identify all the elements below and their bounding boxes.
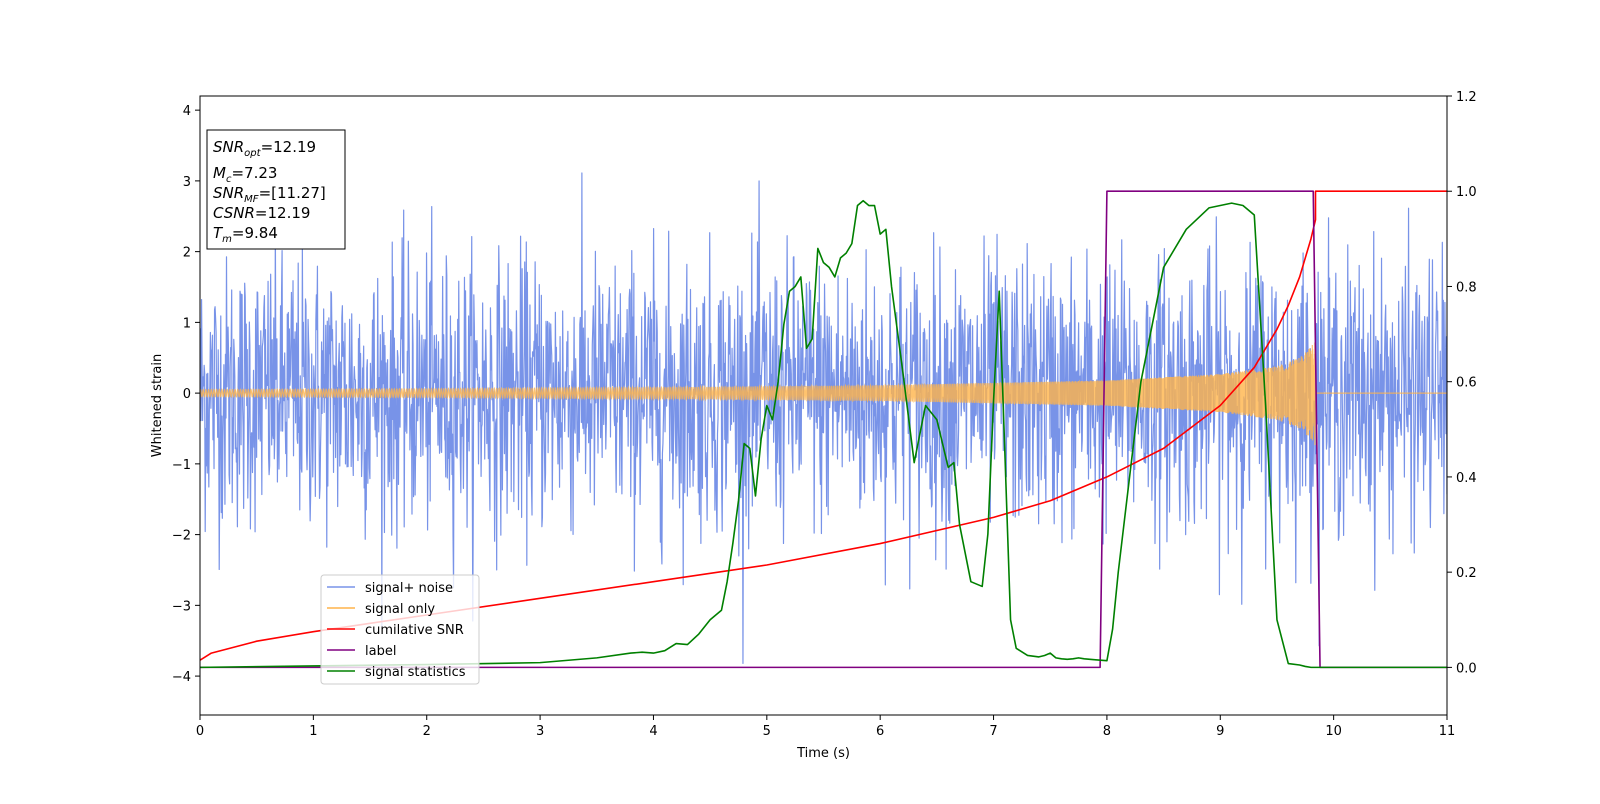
x-tick-label: 9	[1216, 724, 1224, 739]
info-snr-opt: SNRopt=12.19	[213, 138, 316, 159]
legend-frame	[320, 574, 480, 685]
x-tick-label: 10	[1325, 724, 1342, 739]
info-mc-value: =7.23	[231, 164, 277, 182]
legend: signal+ noise signal only cumilative SNR…	[320, 574, 480, 685]
info-snr-opt-value: =12.19	[261, 138, 317, 156]
legend-label-label: label	[365, 644, 396, 659]
info-mc-sub: c	[226, 174, 232, 185]
y2-tick-label: 0.6	[1456, 376, 1477, 391]
y-tick-label: −4	[172, 670, 191, 685]
info-tm-sym: T	[213, 224, 224, 242]
info-box-frame	[206, 129, 346, 250]
x-tick-label: 2	[423, 724, 431, 739]
x-tick-label: 4	[649, 724, 657, 739]
info-mc-sym: M	[213, 164, 226, 182]
info-tm-sub: m	[222, 234, 232, 245]
x-tick-label: 5	[763, 724, 771, 739]
info-snr-opt-sub: opt	[244, 148, 261, 159]
x-tick-label: 0	[196, 724, 204, 739]
y-axis-left: −4 −3 −2 −1 0 1 2 3 4	[172, 104, 200, 685]
y-tick-label: 2	[183, 246, 191, 261]
x-tick-label: 8	[1103, 724, 1111, 739]
y2-tick-label: 1.0	[1456, 185, 1477, 200]
legend-label-cumulative-snr: cumilative SNR	[365, 623, 464, 638]
info-csnr-value: =12.19	[255, 204, 311, 222]
y-tick-label: −3	[172, 599, 191, 614]
x-tick-label: 6	[876, 724, 884, 739]
x-tick-label: 11	[1439, 724, 1456, 739]
y-tick-label: 4	[183, 104, 191, 119]
info-box: SNRopt=12.19 Mc=7.23 SNRMF=[11.27] CSNR=…	[206, 129, 346, 250]
x-tick-label: 3	[536, 724, 544, 739]
info-snr-mf-sub: MF	[244, 194, 259, 205]
y-axis-right: 0.0 0.2 0.4 0.6 0.8 1.0 1.2	[1447, 90, 1477, 676]
info-snr-mf: SNRMF=[11.27]	[213, 184, 326, 205]
info-snr-opt-sym: SNR	[213, 138, 244, 156]
info-mc: Mc=7.23	[213, 164, 277, 185]
x-axis-label: Time (s)	[796, 746, 850, 761]
series-signal-statistics	[200, 199, 1447, 669]
legend-label-signal-statistics: signal statistics	[365, 665, 466, 680]
y-tick-label: 3	[183, 175, 191, 190]
y2-tick-label: 0.2	[1456, 566, 1477, 581]
info-csnr-sym: CSNR	[213, 204, 255, 222]
y-tick-label: −1	[172, 458, 191, 473]
plot-frame	[199, 95, 1448, 716]
y2-tick-label: 0.4	[1456, 471, 1477, 486]
legend-label-signal-only: signal only	[365, 602, 435, 617]
legend-label-signal-noise: signal+ noise	[365, 581, 453, 596]
info-snr-mf-sym: SNR	[213, 184, 244, 202]
info-tm: Tm=9.84	[213, 224, 278, 245]
x-tick-label: 7	[989, 724, 997, 739]
series-signal-only	[200, 342, 1447, 446]
y-axis-label: Whitened strain	[150, 354, 165, 457]
x-axis: 0 1 2 3 4 5 6 7 8 9 10 11	[196, 715, 1455, 739]
x-tick-label: 1	[309, 724, 317, 739]
y-tick-label: 0	[183, 387, 191, 402]
info-snr-mf-value: =[11.27]	[259, 184, 326, 202]
info-csnr: CSNR=12.19	[213, 204, 310, 222]
y-tick-label: −2	[172, 529, 191, 544]
y-tick-label: 1	[183, 316, 191, 331]
info-tm-value: =9.84	[232, 224, 278, 242]
y2-tick-label: 1.2	[1456, 90, 1477, 105]
y2-tick-label: 0.0	[1456, 661, 1477, 676]
y2-tick-label: 0.8	[1456, 280, 1477, 295]
